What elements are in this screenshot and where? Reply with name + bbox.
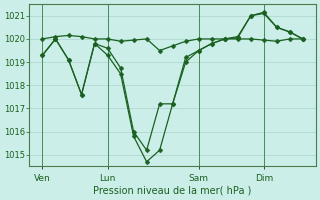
X-axis label: Pression niveau de la mer( hPa ): Pression niveau de la mer( hPa ): [93, 186, 252, 196]
